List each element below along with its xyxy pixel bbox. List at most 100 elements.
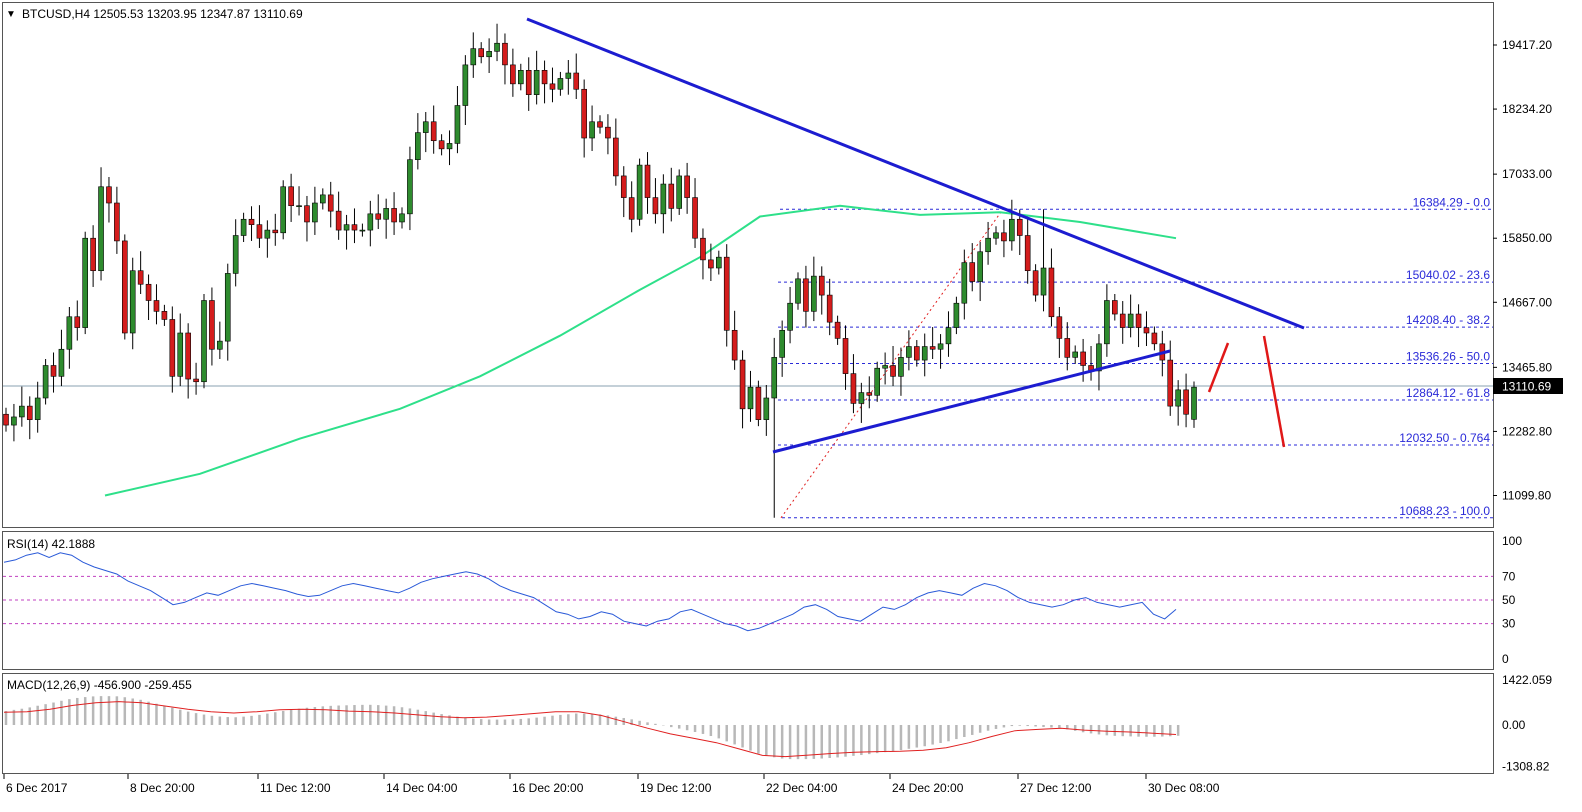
bull-candle [296, 205, 302, 208]
macd-signal-path [3, 701, 1177, 758]
bull-candle [953, 302, 960, 328]
current-price-box [1493, 378, 1563, 394]
bull-candle [383, 208, 389, 220]
bear-candle [74, 316, 81, 328]
bear-candle [391, 208, 397, 223]
main-chart-panel[interactable] [2, 2, 1494, 528]
time-tick-label: 6 Dec 2017 [6, 781, 68, 795]
time-tick-label: 8 Dec 20:00 [130, 781, 195, 795]
bull-candle [129, 270, 136, 334]
bear-candle [90, 237, 96, 272]
bull-candle [58, 348, 65, 377]
bull-candle [921, 346, 928, 361]
price-tick-label: 13465.80 [1502, 360, 1552, 374]
price-tick-label: 18234.20 [1502, 102, 1552, 116]
bear-candle [327, 194, 334, 212]
bear-candle [723, 256, 730, 331]
bull-candle [771, 357, 778, 399]
bull-candle [1127, 313, 1134, 328]
bear-candle [272, 229, 279, 234]
bull-candle [811, 275, 817, 312]
bear-candle [708, 259, 714, 269]
bear-candle [106, 186, 112, 204]
fib-level-label: 13536.26 - 50.0 [1406, 350, 1490, 364]
macd-tick-label: -1308.82 [1502, 759, 1550, 773]
bear-candle [1032, 270, 1039, 296]
bull-candle [446, 143, 453, 150]
bull-candle [422, 121, 429, 133]
moving-average-line [104, 204, 1177, 497]
time-tick-label: 16 Dec 20:00 [512, 781, 584, 795]
time-tick-label: 19 Dec 12:00 [640, 781, 712, 795]
bull-candle [217, 340, 223, 350]
bear-candle [335, 210, 342, 231]
bull-candle [462, 64, 469, 106]
bear-candle [161, 311, 168, 320]
bull-candle [494, 42, 500, 52]
bull-candle [795, 278, 801, 304]
macd-signal-line [3, 701, 1177, 758]
chart-header: BTCUSD,H4 12505.53 13203.95 12347.87 131… [22, 7, 303, 21]
fib-level-label: 12032.50 - 0.764 [1399, 431, 1490, 445]
rsi-line [3, 552, 1177, 632]
bull-candle [945, 327, 952, 345]
macd-panel[interactable] [2, 673, 1494, 774]
bull-candle [858, 392, 865, 404]
bear-candle [50, 365, 57, 377]
bear-candle [1001, 232, 1007, 242]
bear-candle [644, 164, 651, 198]
bear-candle [375, 213, 382, 220]
bear-candle [114, 202, 120, 242]
fib-level-label: 15040.02 - 23.6 [1406, 268, 1490, 282]
bull-candle [1072, 351, 1078, 358]
bear-candle [605, 126, 611, 139]
price-tick-label: 14667.00 [1502, 295, 1552, 309]
bull-candle [177, 332, 184, 377]
bear-candle [256, 224, 263, 239]
fibonacci-levels: 16384.29 - 0.0 15040.02 - 23.6 14208.40 - … [778, 195, 1493, 519]
bull-candle [1009, 218, 1015, 242]
bull-candle [98, 186, 104, 272]
bull-candle [1096, 343, 1102, 372]
bear-candle [1167, 359, 1174, 407]
rsi-label: RSI(14) 42.1888 [7, 537, 95, 551]
bull-candle [486, 51, 492, 58]
resistance-trend-line[interactable] [526, 17, 1305, 330]
bear-candle [1151, 332, 1158, 345]
bull-candle [312, 202, 318, 223]
bear-candle [913, 346, 920, 361]
bull-candle [399, 213, 405, 223]
bear-candle [969, 262, 976, 282]
rsi-tick-label: 100 [1502, 534, 1522, 548]
bear-candle [826, 294, 833, 323]
bear-candle [1183, 389, 1189, 415]
current-price-label: 13110.69 [1502, 380, 1551, 394]
bear-candle [145, 283, 152, 301]
price-tick-label: 17033.00 [1502, 167, 1552, 181]
rsi-levels [3, 575, 1493, 625]
bear-candle [834, 321, 841, 339]
support-trend-line[interactable] [772, 349, 1171, 454]
bull-candle [1104, 300, 1110, 345]
bull-candle [636, 164, 643, 220]
bear-candle [866, 392, 873, 396]
bear-candle [137, 270, 144, 285]
price-tick-label: 12282.80 [1502, 424, 1552, 438]
price-tick-label: 15850.00 [1502, 231, 1552, 245]
bear-candle [1135, 313, 1142, 328]
projection-down-line [1262, 335, 1286, 448]
header-arrow[interactable]: ▼ [6, 9, 16, 20]
bear-candle [549, 83, 556, 90]
bear-candle [288, 186, 294, 207]
bear-candle [668, 183, 675, 209]
bull-candle [882, 365, 888, 369]
bull-candle [343, 224, 350, 231]
bull-candle [232, 235, 239, 274]
price-tick-label: 11099.80 [1502, 489, 1551, 503]
bear-candle [430, 121, 437, 142]
bull-candle [1191, 386, 1197, 420]
bear-candle [842, 338, 849, 374]
rsi-path [3, 552, 1177, 632]
